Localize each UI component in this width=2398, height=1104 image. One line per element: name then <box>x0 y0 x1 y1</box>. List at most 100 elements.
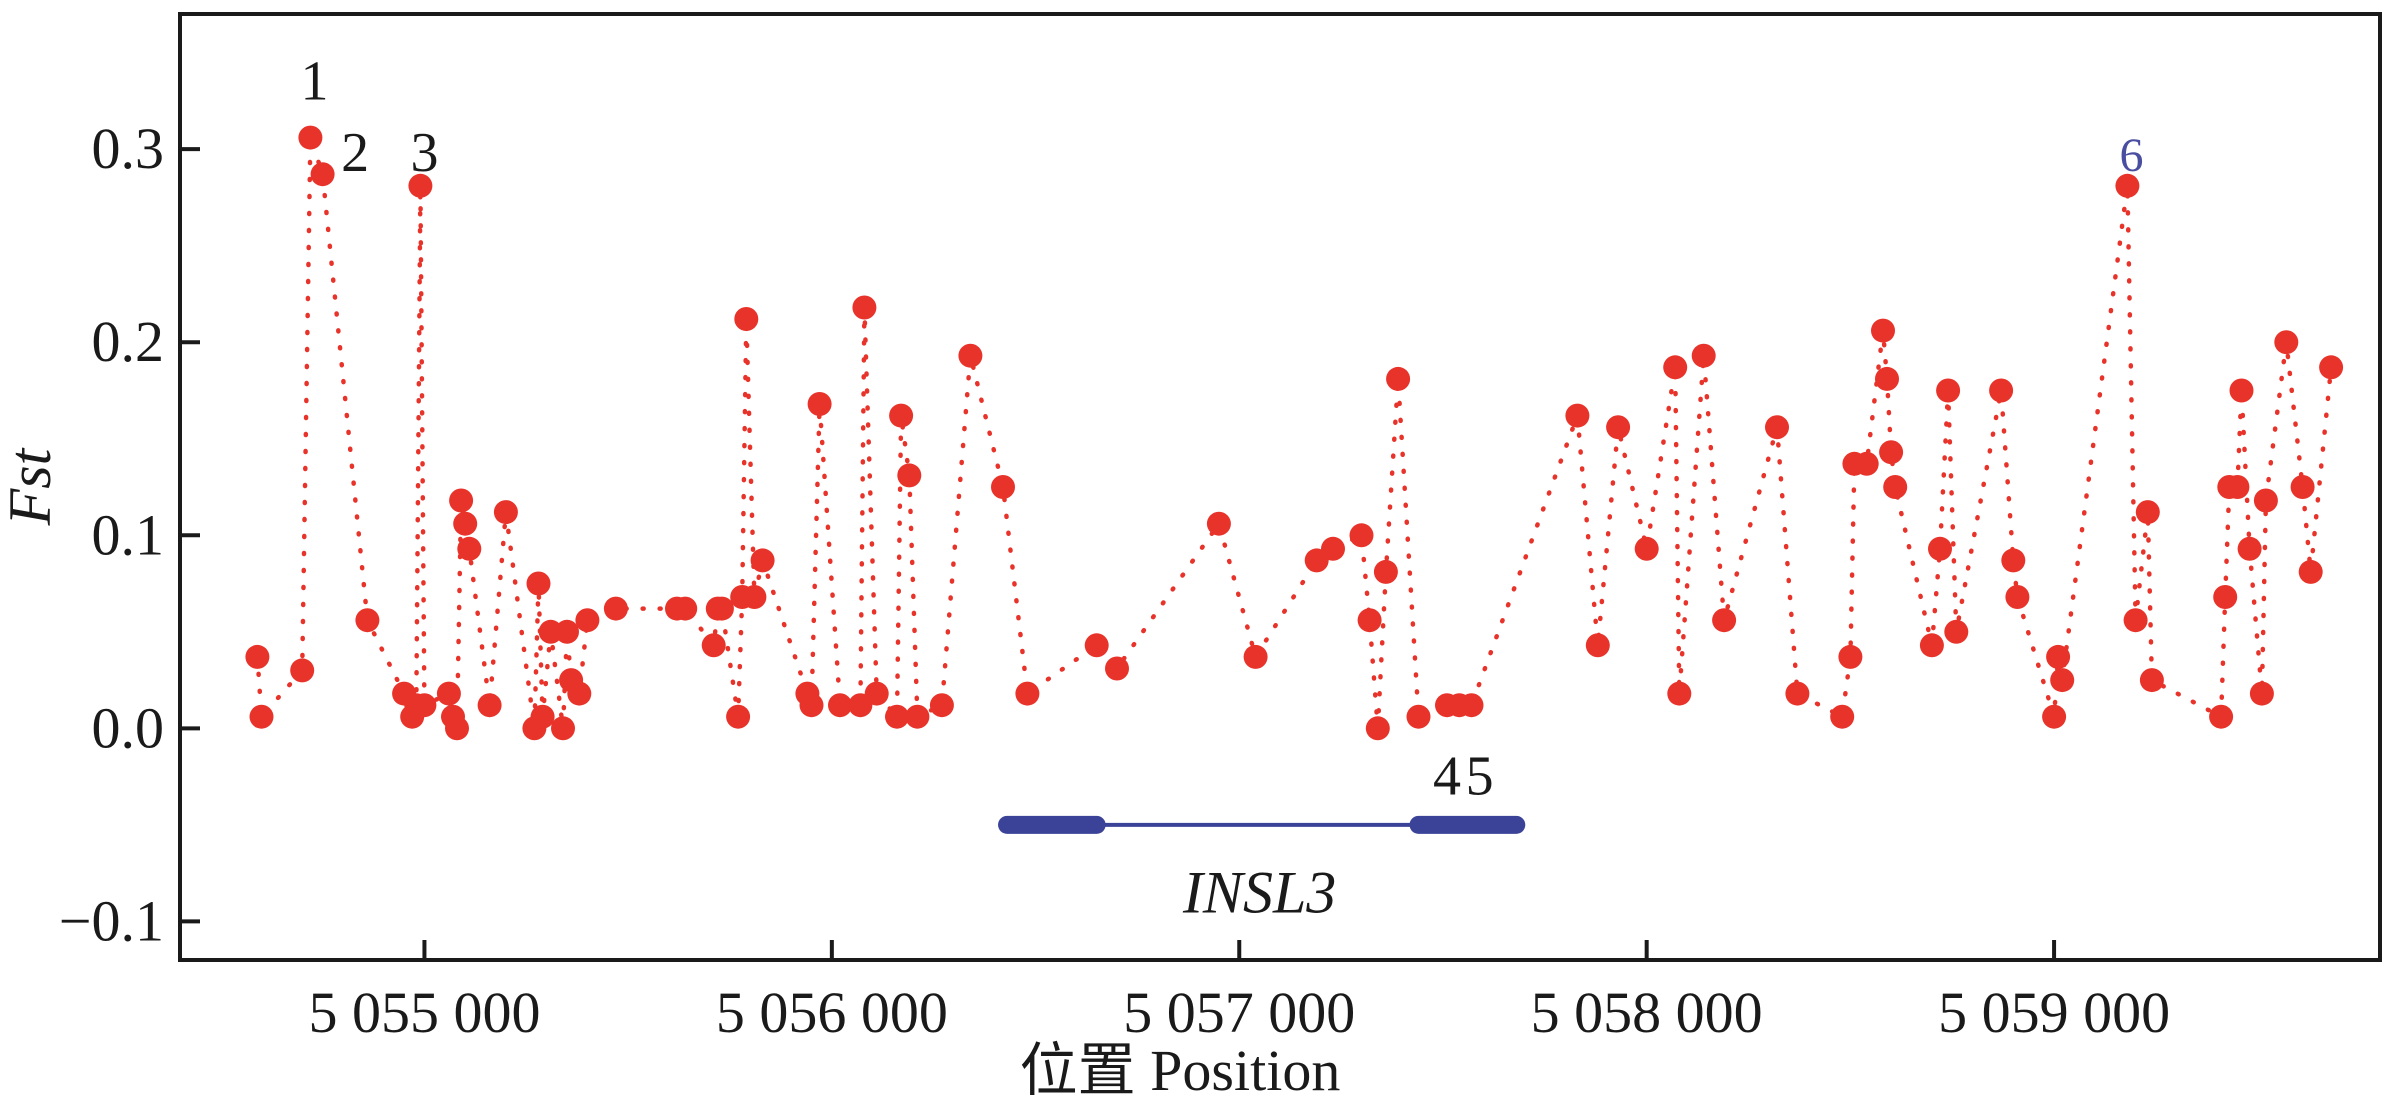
data-point <box>436 681 461 706</box>
data-point <box>864 681 889 706</box>
x-tick-label: 5 057 000 <box>1123 980 1355 1045</box>
data-point <box>897 463 922 488</box>
data-point <box>1691 343 1716 368</box>
data-point <box>2123 608 2148 633</box>
data-point <box>799 693 824 718</box>
data-point <box>1365 716 1390 741</box>
data-point <box>709 596 734 621</box>
data-point <box>1206 511 1231 536</box>
data-point <box>1373 559 1398 584</box>
data-point <box>1459 693 1484 718</box>
data-point <box>1879 440 1904 465</box>
data-point <box>1712 608 1737 633</box>
data-point <box>2046 644 2071 669</box>
x-tick-label: 5 056 000 <box>716 980 948 1045</box>
data-point <box>701 633 726 658</box>
data-point <box>1565 403 1590 428</box>
y-tick-label: 0.0 <box>92 695 165 760</box>
x-tick-label: 5 059 000 <box>1938 980 2170 1045</box>
data-point <box>2298 559 2323 584</box>
data-point <box>1883 475 1908 499</box>
data-point <box>2050 668 2075 693</box>
data-point <box>1854 451 1879 476</box>
data-point <box>526 571 551 596</box>
data-point <box>310 162 335 187</box>
data-point <box>2001 548 2026 573</box>
data-point <box>828 693 852 718</box>
data-point <box>249 704 274 729</box>
data-point <box>1989 378 2014 403</box>
snp-annotation-label: 4 <box>1433 746 1461 808</box>
data-point <box>298 125 323 150</box>
data-point <box>2319 355 2344 380</box>
data-point <box>1871 318 1895 343</box>
data-point <box>2005 585 2030 609</box>
data-point <box>1349 523 1374 548</box>
data-point <box>1785 681 1810 706</box>
snp-annotation-label: 3 <box>410 122 438 184</box>
data-point <box>889 403 914 428</box>
data-point <box>2115 173 2140 198</box>
snp-annotation-label: 2 <box>341 122 369 184</box>
data-point <box>551 716 575 741</box>
data-point <box>905 704 930 729</box>
data-point <box>477 693 502 718</box>
data-point <box>1386 366 1411 391</box>
y-tick-label: −0.1 <box>59 888 164 953</box>
data-point <box>603 596 628 621</box>
y-tick-label: 0.3 <box>92 116 165 181</box>
data-point <box>1406 704 1431 729</box>
data-point <box>453 511 478 536</box>
plot-frame <box>178 12 2382 962</box>
data-point <box>958 343 983 368</box>
data-point <box>1606 415 1631 440</box>
data-point <box>929 693 954 718</box>
data-point <box>807 392 832 416</box>
data-point <box>1015 681 1040 706</box>
data-point <box>1084 633 1109 658</box>
data-point <box>991 475 1015 499</box>
data-point <box>2139 668 2164 693</box>
data-point <box>412 693 437 718</box>
snp-annotation-label: 5 <box>1466 746 1494 808</box>
data-point <box>567 681 592 706</box>
data-point <box>885 704 909 729</box>
y-tick-label: 0.2 <box>92 309 165 374</box>
data-point <box>2253 488 2278 513</box>
data-point <box>1875 366 1899 391</box>
data-point <box>2213 585 2238 609</box>
data-point <box>1357 608 1382 633</box>
data-point <box>726 704 751 729</box>
data-point <box>2229 378 2254 403</box>
data-point <box>1667 681 1692 706</box>
y-axis-label: Fst <box>0 447 63 526</box>
data-point <box>1243 644 1268 669</box>
data-point <box>1105 656 1129 681</box>
data-point <box>2225 475 2250 499</box>
y-tick-label: 0.1 <box>92 502 165 567</box>
data-point <box>1936 378 1961 403</box>
snp-annotation-label: 6 <box>2119 129 2143 182</box>
x-axis-label: 位置 Position <box>1020 1038 1341 1099</box>
data-point <box>2209 704 2234 729</box>
data-point <box>408 173 433 198</box>
data-point <box>457 536 482 561</box>
data-point <box>2290 475 2315 499</box>
data-point <box>493 500 518 525</box>
snp-annotation-label: 1 <box>300 51 328 113</box>
data-point <box>445 716 469 741</box>
data-point <box>750 548 775 573</box>
gene-label: INSL3 <box>1182 859 1336 925</box>
data-point <box>673 596 698 621</box>
data-point <box>1765 415 1789 440</box>
data-point <box>1944 619 1969 644</box>
x-tick-label: 5 058 000 <box>1531 980 1763 1045</box>
data-point <box>1928 536 1952 561</box>
data-point <box>530 704 555 729</box>
data-point <box>245 644 270 669</box>
data-point <box>1663 355 1688 380</box>
data-point <box>2042 704 2067 729</box>
data-point <box>555 619 579 644</box>
data-point <box>2274 330 2299 355</box>
